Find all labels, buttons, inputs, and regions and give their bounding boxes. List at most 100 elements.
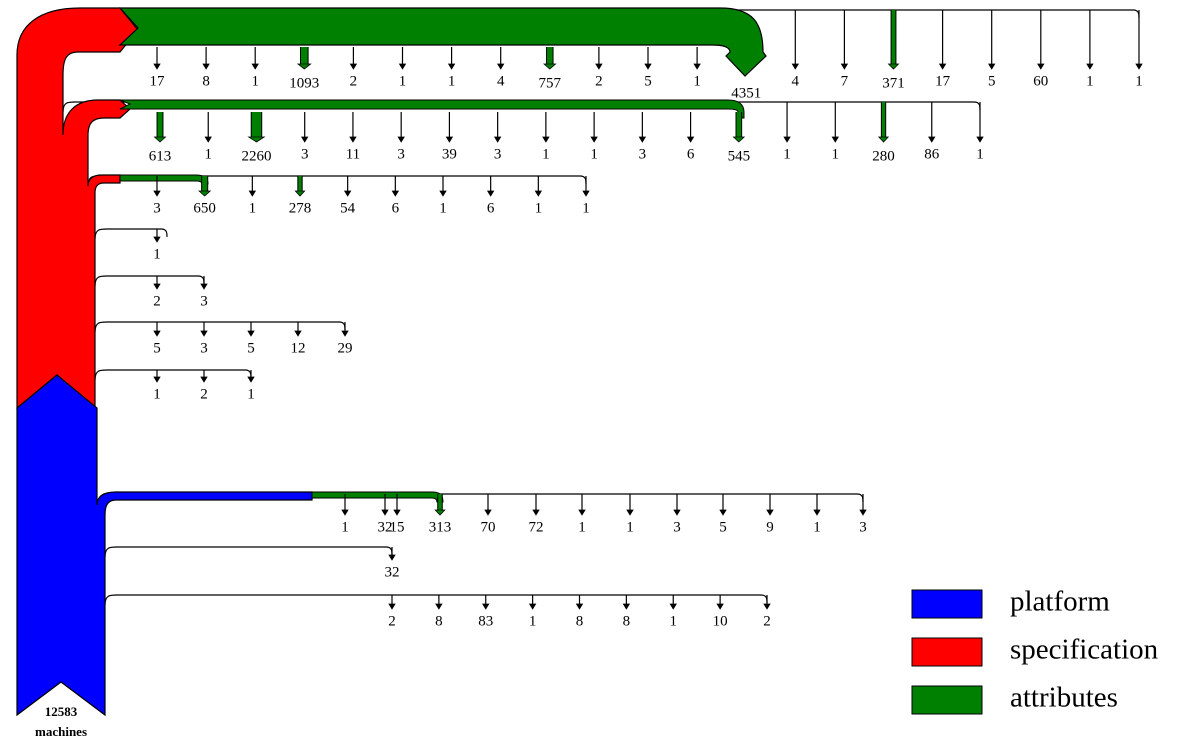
leaf-value: 1 — [249, 200, 257, 216]
arrow-head — [542, 63, 557, 70]
legend: platform specification attributes — [911, 586, 1159, 715]
arrow-head — [153, 376, 161, 383]
leaf-value: 39 — [442, 146, 457, 162]
arrow-head — [247, 330, 255, 337]
arrow-head — [719, 509, 727, 516]
arrow-head — [590, 136, 598, 143]
leaf-value: 1 — [247, 386, 255, 402]
arrow-head — [153, 236, 161, 243]
leaf-value: 2 — [388, 613, 396, 629]
arrow-head — [343, 190, 352, 197]
row-connector — [104, 594, 768, 606]
arrow-head — [198, 190, 212, 197]
arrow-head — [200, 376, 208, 383]
arrow-head — [247, 376, 255, 383]
leaf-value: 1 — [976, 146, 984, 162]
arrow-head — [732, 136, 746, 143]
arrow-head — [783, 136, 791, 143]
leaf-value: 8 — [435, 613, 443, 629]
root-count: 12583 — [45, 704, 78, 719]
arrow-head — [341, 509, 349, 516]
leaf-value: 1 — [535, 200, 543, 216]
leaf-value: 8 — [202, 73, 210, 89]
leaf-value: 5 — [247, 340, 255, 356]
row-connector — [94, 228, 168, 240]
specification-flow — [16, 7, 139, 410]
arrow-head — [398, 63, 407, 70]
leaf-value: 2260 — [241, 148, 271, 164]
arrow-head — [486, 190, 495, 197]
leaf-value: 6 — [687, 146, 695, 162]
leaf-value: 1 — [204, 146, 212, 162]
arrow-head — [397, 136, 405, 143]
arrow-head — [686, 136, 695, 143]
attributes-flow — [118, 7, 767, 77]
arrow-head — [493, 136, 502, 143]
legend-swatch — [911, 637, 983, 667]
arrow-head — [644, 63, 652, 70]
leaf-value: 10 — [713, 613, 728, 629]
arrow-head — [393, 509, 401, 516]
leaf-value: 313 — [429, 519, 452, 535]
arrow-head — [859, 509, 867, 516]
arrow-head — [388, 603, 396, 610]
leaf-value: 2 — [763, 613, 771, 629]
leaf-value: 86 — [924, 146, 940, 162]
arrow-head — [300, 136, 309, 143]
leaf-value: 17 — [150, 73, 166, 89]
leaf-value: 7 — [841, 73, 849, 89]
arrow-head — [528, 603, 537, 610]
arrow-head — [595, 63, 603, 70]
leaf-value: 1 — [590, 146, 598, 162]
arrow-head — [294, 330, 302, 337]
arrow-head — [200, 283, 208, 290]
arrow-head — [391, 190, 400, 197]
leaf-value: 5 — [153, 340, 161, 356]
leaf-value: 70 — [481, 519, 496, 535]
leaf-value: 1 — [529, 613, 537, 629]
arrow-head — [976, 136, 984, 143]
arrow-head — [153, 190, 161, 197]
arrow-head — [582, 190, 590, 197]
leaf-value: 1 — [448, 73, 456, 89]
arrow-head — [622, 603, 631, 610]
arrow-head — [578, 509, 586, 516]
arrow-head — [1086, 63, 1094, 70]
leaf-value: 32 — [385, 564, 400, 580]
leaf-value: 15 — [390, 519, 405, 535]
arrow-head — [388, 554, 396, 561]
leaf-value: 371 — [882, 75, 905, 91]
legend-swatch — [911, 589, 983, 619]
leaf-value: 3 — [397, 146, 405, 162]
arrow-head — [1135, 63, 1143, 70]
arrow-head — [532, 509, 540, 516]
arrow-head — [200, 330, 208, 337]
leaf-value: 1 — [341, 519, 349, 535]
arrow-head — [1037, 63, 1045, 70]
leaf-value: 1 — [582, 200, 590, 216]
arrow-head — [445, 136, 454, 143]
arrow-head — [484, 509, 492, 516]
leaf-value: 545 — [728, 148, 751, 164]
arrow-head — [831, 136, 840, 143]
arrow-head — [938, 63, 947, 70]
arrow-head — [928, 136, 936, 143]
arrow-head — [673, 509, 681, 516]
leaf-value: 32 — [378, 519, 393, 535]
leaf-value: 4351 — [731, 85, 761, 101]
leaf-value: 5 — [644, 73, 652, 89]
leaf-value: 1 — [626, 519, 634, 535]
arrow-head — [542, 136, 550, 143]
leaf-value: 9 — [766, 519, 774, 535]
leaf-value: 1 — [783, 146, 791, 162]
leaf-value: 29 — [338, 340, 353, 356]
leaf-value: 278 — [289, 200, 312, 216]
attributes-flow — [119, 99, 745, 119]
arrow-head — [791, 63, 800, 70]
leaf-value: 83 — [478, 613, 493, 629]
leaf-value: 17 — [935, 73, 951, 89]
arrow-head — [247, 136, 266, 143]
leaf-value: 1 — [153, 246, 161, 262]
arrow-head — [638, 136, 647, 143]
